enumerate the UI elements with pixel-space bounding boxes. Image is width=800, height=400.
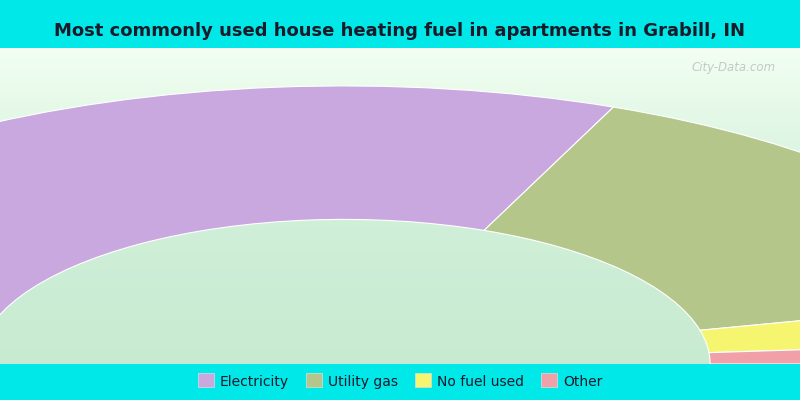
Wedge shape: [0, 86, 614, 364]
Wedge shape: [709, 342, 800, 364]
Text: Most commonly used house heating fuel in apartments in Grabill, IN: Most commonly used house heating fuel in…: [54, 22, 746, 40]
Legend: Electricity, Utility gas, No fuel used, Other: Electricity, Utility gas, No fuel used, …: [192, 370, 608, 394]
Wedge shape: [484, 107, 800, 330]
Text: City-Data.com: City-Data.com: [692, 61, 776, 74]
Wedge shape: [700, 299, 800, 353]
